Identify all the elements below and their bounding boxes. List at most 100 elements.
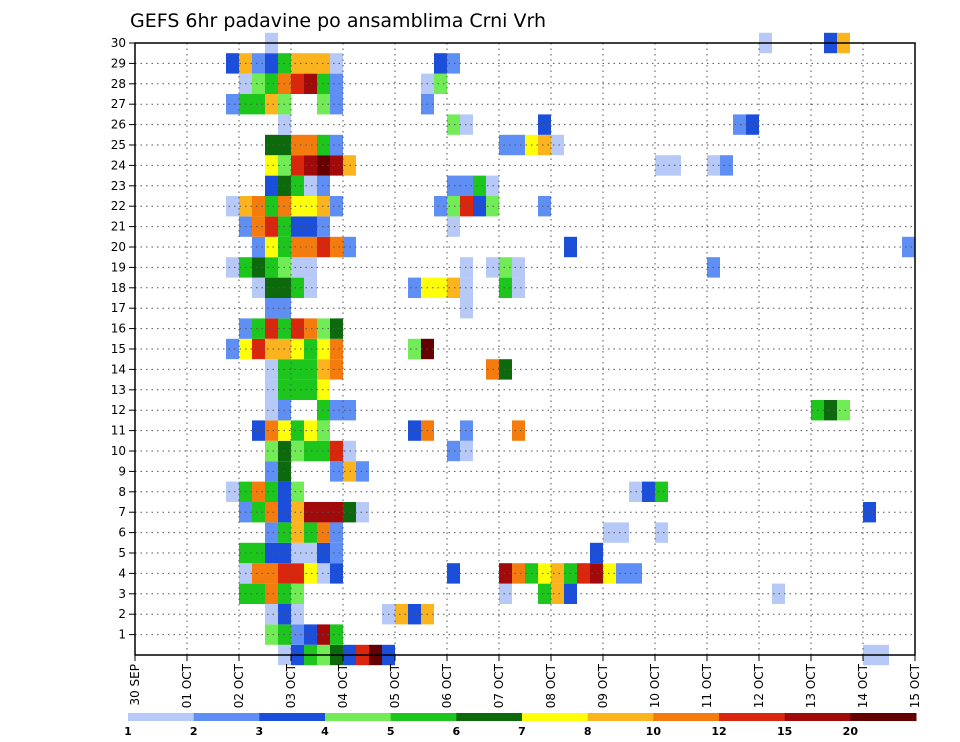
heatmap-cell bbox=[265, 338, 278, 360]
heatmap-cell bbox=[291, 257, 304, 278]
heatmap-cell bbox=[265, 73, 278, 94]
heatmap-cell bbox=[473, 175, 486, 196]
heatmap-cell bbox=[356, 502, 369, 523]
heatmap-cell bbox=[538, 583, 551, 604]
heatmap-cell bbox=[304, 236, 317, 258]
y-tick-label: 13 bbox=[111, 383, 126, 397]
heatmap-cell bbox=[252, 583, 265, 604]
heatmap-cell bbox=[252, 318, 265, 339]
heatmap-cell bbox=[902, 236, 915, 258]
y-tick-label: 4 bbox=[118, 566, 126, 580]
heatmap-cell bbox=[226, 94, 239, 115]
heatmap-cell bbox=[330, 318, 343, 339]
colorbar-swatch bbox=[587, 713, 654, 721]
colorbar-swatch bbox=[259, 713, 326, 721]
heatmap-cell bbox=[408, 604, 421, 625]
y-tick-label: 6 bbox=[118, 526, 126, 540]
heatmap-cell bbox=[473, 196, 486, 217]
heatmap-cell bbox=[291, 359, 304, 380]
heatmap-cell bbox=[408, 338, 421, 360]
heatmap-cell bbox=[265, 440, 278, 462]
heatmap-cell bbox=[252, 563, 265, 584]
heatmap-cell bbox=[304, 379, 317, 400]
x-tick-label: 09 OCT bbox=[596, 663, 610, 708]
heatmap-cell bbox=[408, 420, 421, 441]
y-tick-label: 25 bbox=[111, 138, 126, 152]
heatmap-cell bbox=[265, 379, 278, 400]
heatmap-cell bbox=[265, 563, 278, 584]
heatmap-cell bbox=[304, 53, 317, 74]
heatmap-cell bbox=[447, 53, 460, 74]
heatmap-cell bbox=[265, 175, 278, 196]
colorbar-swatch bbox=[390, 713, 457, 721]
heatmap-cell bbox=[265, 298, 278, 319]
heatmap-cell bbox=[252, 481, 265, 502]
heatmap-cell bbox=[330, 400, 343, 421]
heatmap-cell bbox=[330, 73, 343, 94]
x-tick-label: 13 OCT bbox=[804, 663, 818, 708]
heatmap-cell bbox=[616, 522, 629, 543]
heatmap-cell bbox=[252, 196, 265, 217]
heatmap-cell bbox=[304, 318, 317, 339]
heatmap-cell bbox=[304, 277, 317, 298]
heatmap-cell bbox=[252, 73, 265, 94]
heatmap-cell bbox=[291, 379, 304, 400]
heatmap-cell bbox=[304, 522, 317, 543]
x-axis-ticks: 30 SEP 01 OCT 02 OCT 03 OCT 04 OCT 05 OCT 06 O… bbox=[128, 655, 922, 708]
heatmap-cell bbox=[447, 563, 460, 584]
heatmap-cell bbox=[538, 134, 551, 156]
x-tick-label: 04 OCT bbox=[336, 663, 350, 708]
colorbar-label: 2 bbox=[190, 725, 198, 738]
heatmap-cell bbox=[291, 563, 304, 584]
heatmap-cell bbox=[291, 318, 304, 339]
heatmap-cell bbox=[304, 338, 317, 360]
y-tick-label: 9 bbox=[118, 464, 126, 478]
heatmap-cell bbox=[265, 94, 278, 115]
heatmap-cell bbox=[291, 155, 304, 176]
y-tick-label: 21 bbox=[111, 220, 126, 234]
heatmap-cell bbox=[304, 624, 317, 645]
y-tick-label: 2 bbox=[118, 607, 126, 621]
x-tick-label: 03 OCT bbox=[284, 663, 298, 708]
heatmap-cell bbox=[252, 338, 265, 360]
x-tick-label: 06 OCT bbox=[440, 663, 454, 708]
gridlines bbox=[135, 42, 915, 655]
heatmap-cell bbox=[330, 94, 343, 115]
heatmap-cell bbox=[434, 73, 447, 94]
x-tick-label: 07 OCT bbox=[492, 663, 506, 708]
y-tick-label: 24 bbox=[111, 158, 126, 172]
heatmap-cell bbox=[265, 502, 278, 523]
heatmap-cell bbox=[330, 134, 343, 156]
y-tick-label: 16 bbox=[111, 322, 126, 336]
colorbar-label: 4 bbox=[321, 725, 329, 738]
heatmap-cell bbox=[538, 563, 551, 584]
x-tick-label: 14 OCT bbox=[856, 663, 870, 708]
heatmap-cell bbox=[330, 338, 343, 360]
colorbar-label: 6 bbox=[453, 725, 461, 738]
heatmap-cell bbox=[252, 502, 265, 523]
colorbar-label: 1 bbox=[124, 725, 132, 738]
y-tick-label: 20 bbox=[111, 240, 126, 254]
heatmap-cell bbox=[434, 277, 447, 298]
heatmap-cell bbox=[499, 257, 512, 278]
heatmap-cell bbox=[551, 583, 564, 604]
heatmap-cell bbox=[330, 155, 343, 176]
colorbar-label: 20 bbox=[843, 725, 859, 738]
heatmap-cell bbox=[330, 502, 343, 523]
heatmap-cell bbox=[408, 277, 421, 298]
y-tick-label: 12 bbox=[111, 403, 126, 417]
heatmap-cell bbox=[330, 236, 343, 258]
colorbar-label: 10 bbox=[646, 725, 662, 738]
heatmap-cell bbox=[512, 563, 525, 584]
y-tick-label: 10 bbox=[111, 444, 126, 458]
x-tick-label: 11 OCT bbox=[700, 663, 714, 708]
heatmap-cell bbox=[499, 277, 512, 298]
heatmap-cell bbox=[538, 196, 551, 217]
y-tick-label: 27 bbox=[111, 97, 126, 111]
colorbar-swatch bbox=[522, 713, 589, 721]
heatmap-cell bbox=[655, 481, 668, 502]
heatmap-cell bbox=[330, 53, 343, 74]
heatmap-cell bbox=[447, 440, 460, 462]
heatmap-cell bbox=[291, 236, 304, 258]
